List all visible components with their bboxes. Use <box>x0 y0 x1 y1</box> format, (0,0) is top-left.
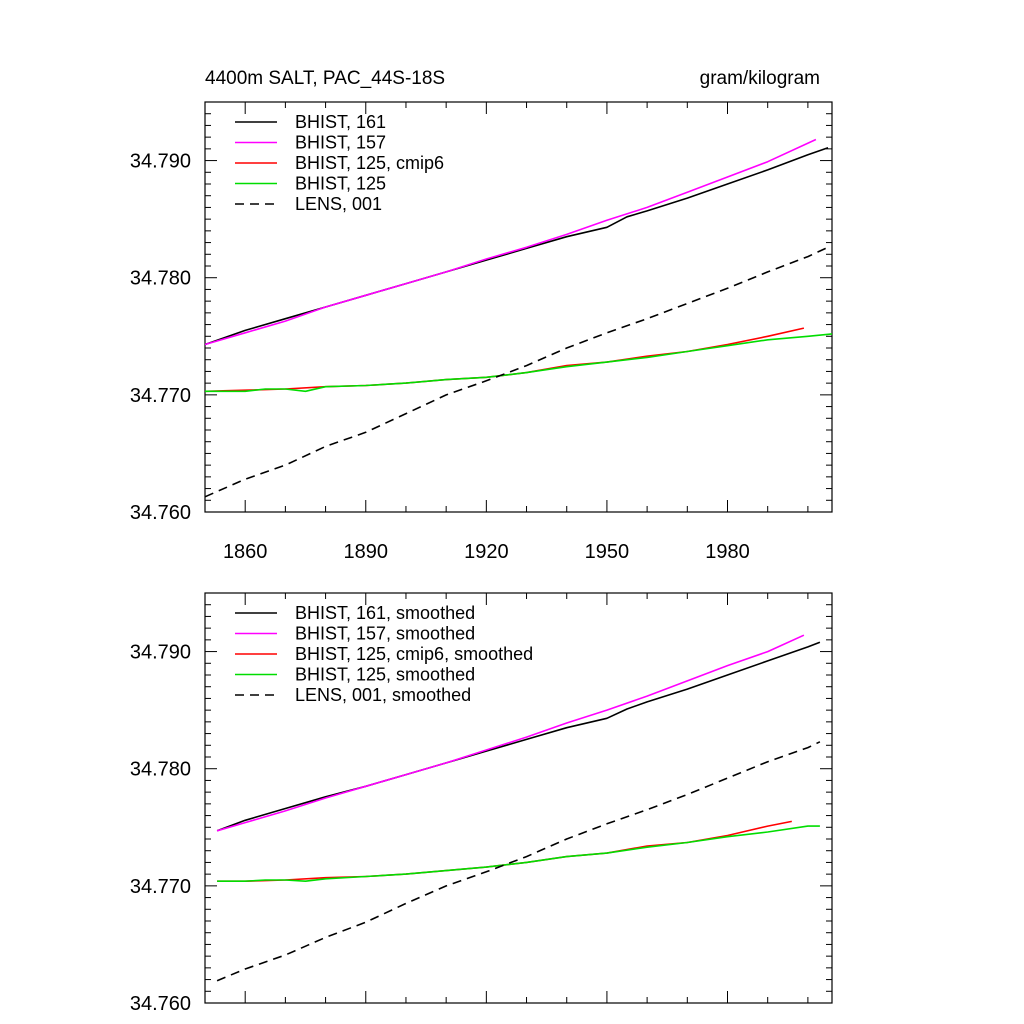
legend-label: LENS, 001, smoothed <box>295 685 471 705</box>
y-tick-label: 34.780 <box>130 268 191 290</box>
legend-label: BHIST, 161 <box>295 112 386 132</box>
x-tick-label: 1980 <box>705 541 750 563</box>
legend-label: BHIST, 125, cmip6, smoothed <box>295 644 533 664</box>
series-line-4 <box>217 825 820 883</box>
x-tick-label: 1920 <box>464 541 509 563</box>
legend-label: BHIST, 161, smoothed <box>295 603 475 623</box>
series-line-4 <box>205 333 833 393</box>
series-line-2 <box>216 634 805 832</box>
legend-label: BHIST, 157 <box>295 133 386 153</box>
chart-title: 4400m SALT, PAC_44S-18S <box>205 68 445 89</box>
series-line-5 <box>204 246 829 498</box>
units-label: gram/kilogram <box>700 68 820 89</box>
legend-label: BHIST, 157, smoothed <box>295 624 475 644</box>
y-tick-label: 34.790 <box>130 642 191 664</box>
y-tick-label: 34.760 <box>130 993 191 1015</box>
legend-label: BHIST, 125 <box>295 174 386 194</box>
plot-frame <box>204 101 833 513</box>
x-tick-label: 1950 <box>585 541 630 563</box>
series-line-1 <box>216 641 821 832</box>
y-tick-label: 34.770 <box>130 876 191 898</box>
y-tick-label: 34.770 <box>130 385 191 407</box>
y-tick-label: 34.780 <box>130 759 191 781</box>
y-tick-label: 34.760 <box>130 502 191 524</box>
x-tick-label: 1860 <box>223 541 268 563</box>
legend-label: BHIST, 125, smoothed <box>295 665 475 685</box>
plot-frame <box>204 592 833 1004</box>
series-line-5 <box>216 741 821 982</box>
panel-bottom: 34.760 34.770 34.780 34.790 BHIST, 161, smoo… <box>130 592 833 1015</box>
x-tick-label: 1890 <box>344 541 389 563</box>
legend-label: LENS, 001 <box>295 194 382 214</box>
panel-top: 1860 1890 1920 1950 1980 34.760 34.770 34.780 34… <box>130 68 833 563</box>
series-line-3 <box>217 820 792 883</box>
y-tick-label: 34.790 <box>130 151 191 173</box>
series-line-2 <box>204 138 817 346</box>
legend-label: BHIST, 125, cmip6 <box>295 153 444 173</box>
series-line-3 <box>204 327 805 393</box>
